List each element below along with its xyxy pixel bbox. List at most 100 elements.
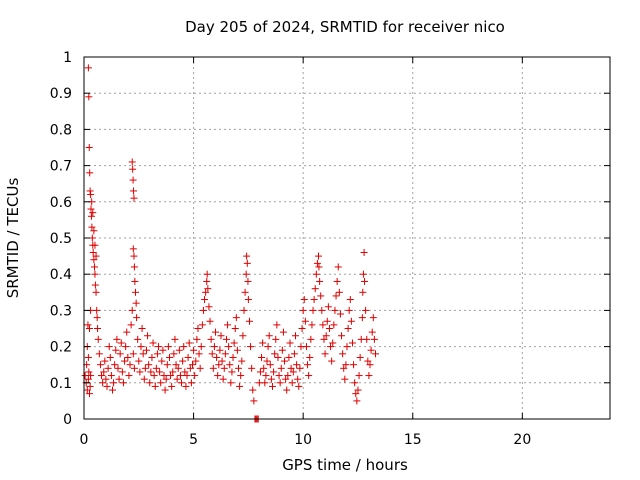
data-point [290, 350, 298, 358]
data-point [359, 270, 367, 278]
data-point [141, 364, 149, 372]
data-point [214, 372, 222, 380]
data-point [181, 368, 189, 376]
data-point [305, 372, 313, 380]
data-point [161, 386, 169, 394]
data-point [239, 332, 247, 340]
data-point [260, 364, 268, 372]
data-point [270, 368, 278, 376]
data-point [247, 343, 255, 351]
data-point [180, 343, 188, 351]
data-point [219, 375, 227, 383]
data-point [187, 379, 195, 387]
data-point [84, 321, 92, 329]
grid [84, 57, 610, 419]
data-point [306, 353, 314, 361]
data-point [207, 335, 215, 343]
data-point [90, 227, 98, 235]
data-point [336, 310, 344, 318]
data-point [173, 375, 181, 383]
data-point [277, 364, 285, 372]
data-point [209, 364, 217, 372]
data-point [329, 339, 337, 347]
data-point [228, 368, 236, 376]
y-tick-label: 0.4 [50, 267, 72, 283]
data-point [194, 325, 202, 332]
chart-title: Day 205 of 2024, SRMTID for receiver nic… [185, 18, 505, 36]
data-point [267, 375, 275, 383]
data-point [327, 343, 335, 351]
data-point [360, 248, 368, 256]
y-tick-label: 0.7 [50, 159, 72, 175]
data-point [236, 382, 244, 390]
data-point [89, 248, 97, 256]
data-point [168, 382, 176, 390]
data-point [286, 339, 294, 347]
data-point [175, 346, 183, 354]
data-point [193, 335, 201, 343]
data-point [226, 361, 234, 369]
data-point [199, 306, 207, 314]
data-point [318, 306, 326, 314]
data-point [114, 364, 122, 372]
data-point [293, 361, 301, 369]
data-point [354, 386, 362, 394]
data-point [167, 372, 175, 380]
data-point [225, 343, 233, 351]
data-point [334, 263, 342, 271]
data-point [126, 361, 134, 369]
data-point [346, 296, 354, 304]
data-point [135, 357, 143, 365]
data-point [98, 372, 106, 380]
data-point [88, 223, 96, 231]
data-point [178, 379, 186, 387]
data-point [268, 382, 276, 390]
data-point [136, 368, 144, 376]
data-point [369, 314, 377, 322]
data-point [229, 353, 237, 361]
data-point [212, 328, 219, 336]
data-point [313, 259, 321, 267]
data-point [107, 372, 115, 380]
data-point [309, 306, 317, 314]
data-point [362, 306, 370, 314]
data-point [319, 321, 327, 329]
data-point [186, 364, 194, 372]
data-point [301, 317, 309, 325]
data-point [91, 281, 99, 289]
data-point [153, 350, 161, 358]
data-point [298, 325, 306, 332]
data-point [130, 263, 138, 271]
data-point [332, 292, 340, 300]
data-point [203, 277, 211, 285]
data-point [273, 321, 281, 329]
data-point [317, 292, 325, 300]
data-point [111, 361, 119, 369]
data-point [165, 353, 173, 361]
data-point [333, 277, 341, 285]
data-point [157, 379, 165, 387]
data-point [176, 372, 184, 380]
data-point [331, 306, 339, 314]
data-point [316, 277, 324, 285]
data-point [91, 270, 99, 278]
data-point [233, 346, 241, 354]
data-point [129, 165, 137, 173]
y-tick-label: 0.3 [50, 303, 72, 319]
data-point [351, 379, 359, 387]
data-point [287, 364, 295, 372]
data-point [323, 317, 331, 325]
data-point [256, 368, 264, 376]
data-point [184, 353, 192, 361]
data-point [132, 288, 140, 296]
data-point [146, 379, 154, 387]
data-point [99, 379, 107, 387]
data-point [113, 335, 121, 343]
data-point [130, 252, 138, 260]
data-point [162, 375, 170, 383]
data-point [285, 353, 293, 361]
data-point [248, 364, 256, 372]
data-point [91, 241, 99, 249]
data-point [289, 368, 297, 376]
x-tick-label: 5 [189, 432, 198, 448]
